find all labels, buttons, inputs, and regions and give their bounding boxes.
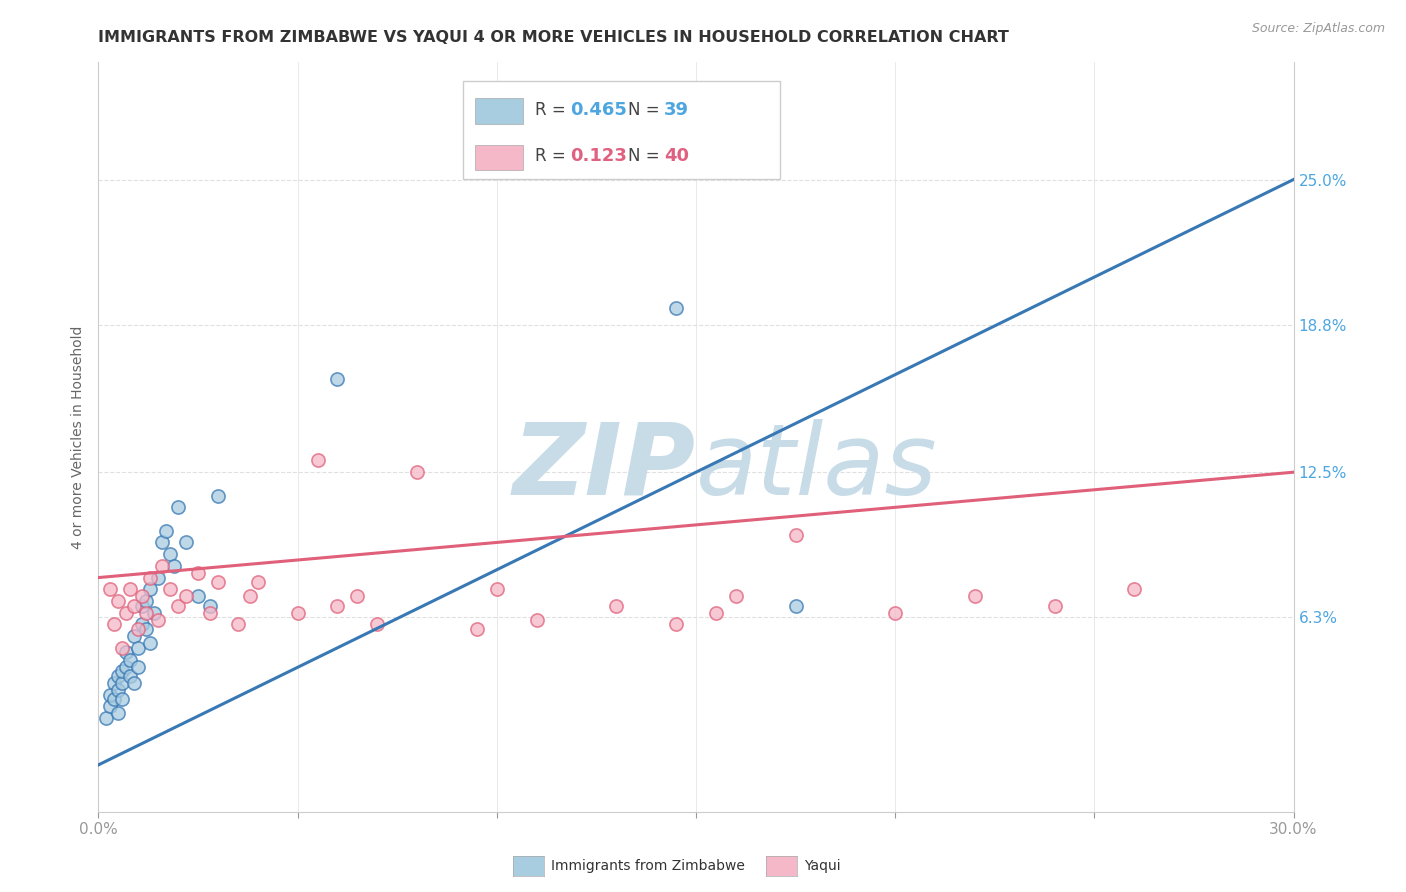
Point [963, 590, 986, 604]
Point [366, 617, 388, 632]
Point [785, 599, 807, 613]
Point [143, 606, 166, 620]
Point [465, 622, 488, 636]
Point [139, 582, 162, 597]
Point [198, 599, 221, 613]
Point [96, 711, 118, 725]
Y-axis label: 4 or more Vehicles in Household: 4 or more Vehicles in Household [70, 326, 84, 549]
Point [605, 599, 627, 613]
Point [159, 547, 181, 561]
Point [135, 622, 157, 636]
Point [1123, 582, 1146, 597]
Point [103, 692, 125, 706]
Text: 0.123: 0.123 [571, 147, 627, 165]
Point [111, 692, 134, 706]
Text: 0.465: 0.465 [571, 101, 627, 119]
FancyBboxPatch shape [463, 81, 780, 178]
Point [187, 566, 209, 580]
Point [135, 606, 157, 620]
Point [174, 590, 197, 604]
Text: 40: 40 [664, 147, 689, 165]
Point [124, 676, 146, 690]
Point [246, 575, 269, 590]
Point [155, 524, 177, 538]
Point [884, 606, 907, 620]
Point [485, 582, 508, 597]
Point [107, 683, 129, 698]
Text: ZIP: ZIP [513, 418, 696, 516]
Point [167, 599, 190, 613]
Text: Yaqui: Yaqui [804, 859, 841, 873]
Point [139, 636, 162, 650]
Text: Immigrants from Zimbabwe: Immigrants from Zimbabwe [551, 859, 745, 873]
Point [124, 629, 146, 643]
Point [103, 676, 125, 690]
Point [150, 535, 173, 549]
Point [326, 371, 349, 385]
Point [107, 594, 129, 608]
Point [115, 646, 138, 660]
Point [127, 622, 149, 636]
Point [226, 617, 249, 632]
Point [120, 582, 142, 597]
Point [406, 465, 429, 479]
Point [115, 659, 138, 673]
Point [111, 640, 134, 655]
Point [98, 582, 122, 597]
Point [174, 535, 197, 549]
Point [287, 606, 309, 620]
Point [704, 606, 727, 620]
Point [307, 453, 329, 467]
Point [207, 489, 229, 503]
Point [107, 706, 129, 721]
Text: IMMIGRANTS FROM ZIMBABWE VS YAQUI 4 OR MORE VEHICLES IN HOUSEHOLD CORRELATION CH: IMMIGRANTS FROM ZIMBABWE VS YAQUI 4 OR M… [98, 29, 1010, 45]
Text: N =: N = [628, 147, 665, 165]
Point [111, 676, 134, 690]
Text: R =: R = [534, 147, 571, 165]
Point [187, 590, 209, 604]
Text: N =: N = [628, 101, 665, 119]
Point [150, 558, 173, 573]
Point [665, 617, 688, 632]
Point [167, 500, 190, 515]
Point [111, 664, 134, 678]
Text: 39: 39 [664, 101, 689, 119]
Point [148, 571, 170, 585]
Point [131, 617, 153, 632]
Point [98, 688, 122, 702]
Point [326, 599, 349, 613]
Point [131, 599, 153, 613]
FancyBboxPatch shape [475, 98, 523, 124]
Point [98, 699, 122, 714]
Text: Source: ZipAtlas.com: Source: ZipAtlas.com [1251, 22, 1385, 36]
Point [131, 590, 153, 604]
Point [159, 582, 181, 597]
Point [148, 613, 170, 627]
Point [115, 606, 138, 620]
Point [724, 590, 747, 604]
Point [103, 617, 125, 632]
Point [785, 528, 807, 542]
FancyBboxPatch shape [475, 145, 523, 170]
Text: atlas: atlas [696, 418, 938, 516]
Point [135, 594, 157, 608]
Point [139, 571, 162, 585]
Point [526, 613, 548, 627]
Point [107, 669, 129, 683]
Point [127, 640, 149, 655]
Point [665, 301, 688, 316]
Point [120, 652, 142, 666]
Point [163, 558, 186, 573]
Point [127, 659, 149, 673]
Point [207, 575, 229, 590]
Point [120, 669, 142, 683]
Text: R =: R = [534, 101, 571, 119]
Point [1043, 599, 1066, 613]
Point [198, 606, 221, 620]
Point [346, 590, 368, 604]
Point [239, 590, 262, 604]
Point [124, 599, 146, 613]
